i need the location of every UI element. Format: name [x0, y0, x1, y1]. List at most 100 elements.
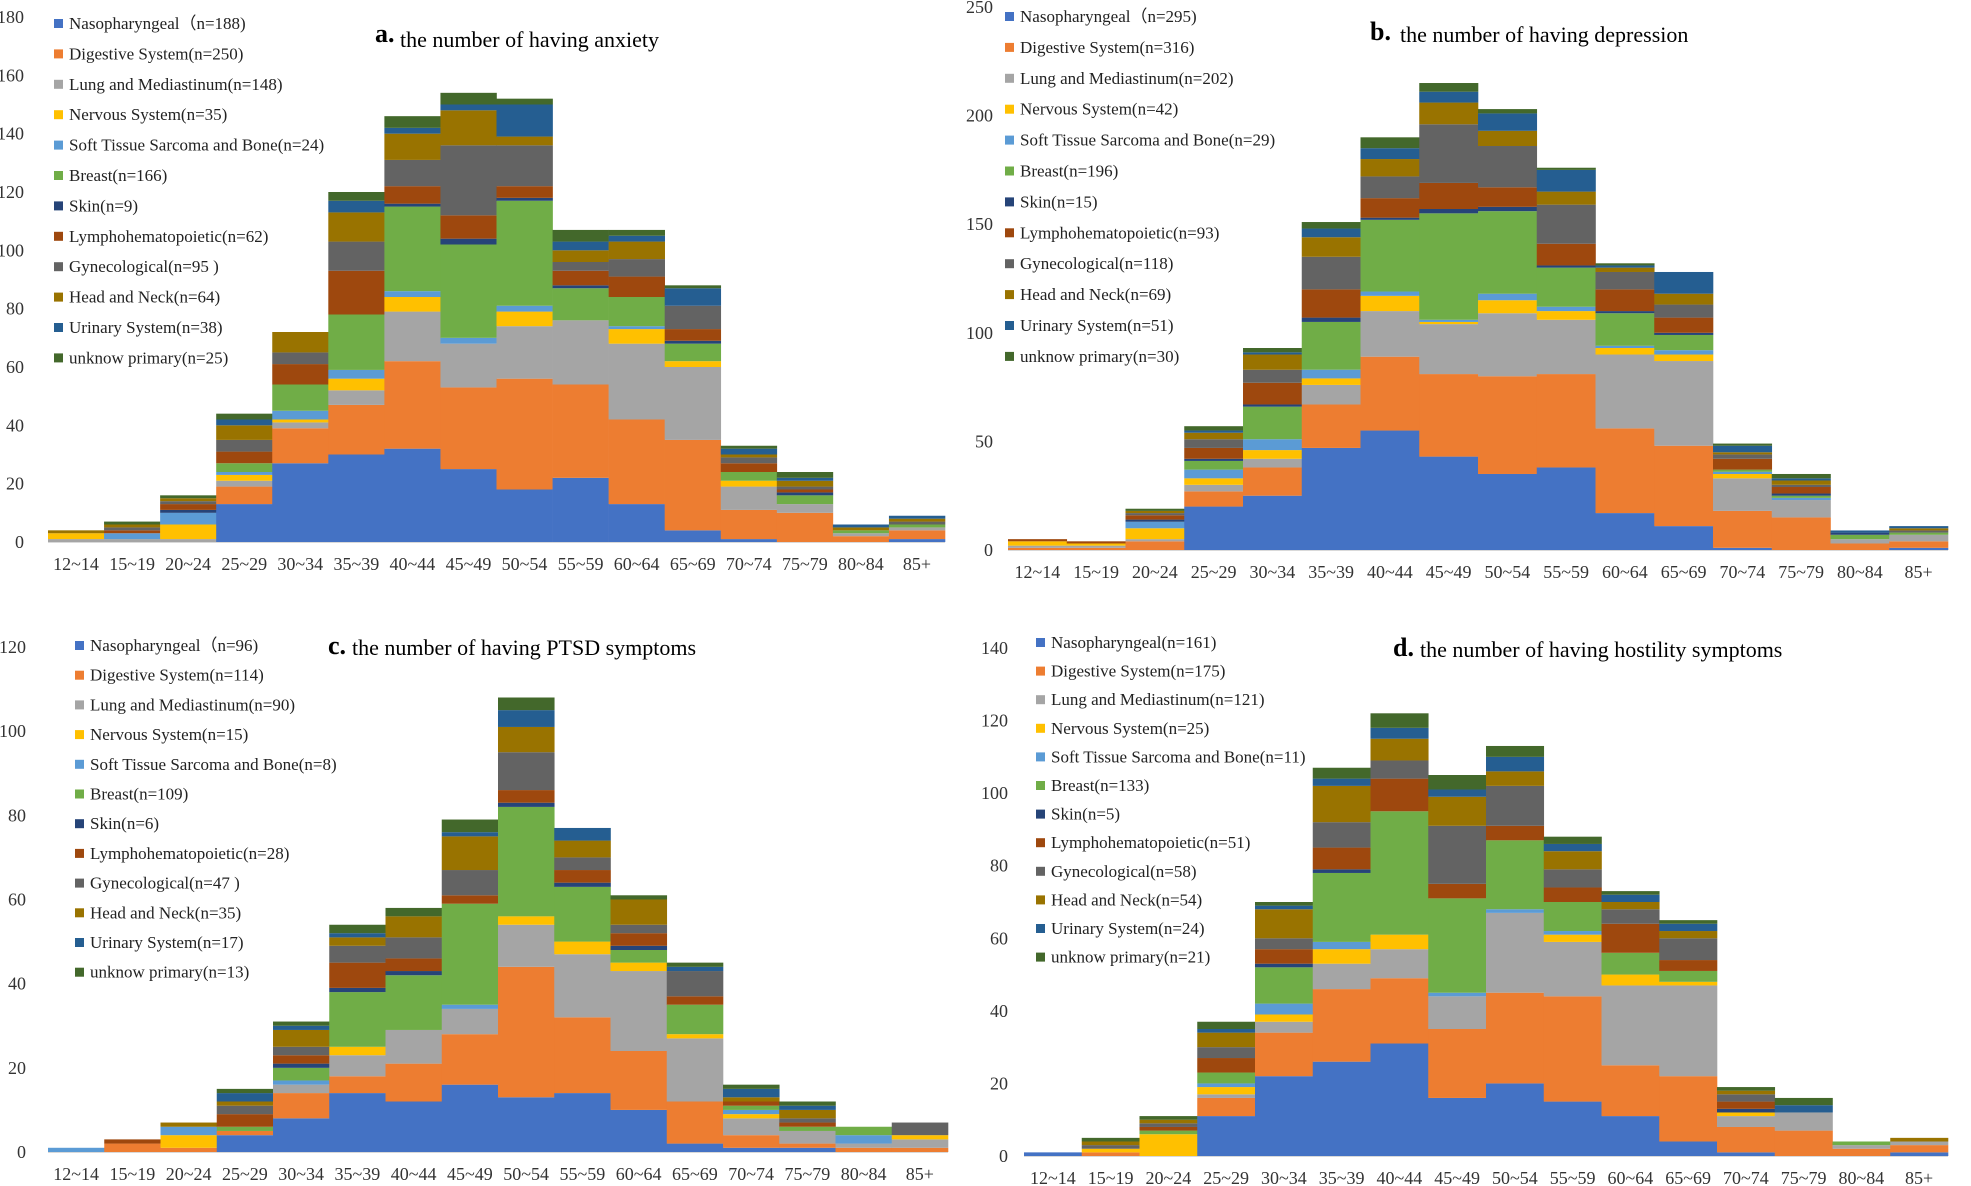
y-tick-label: 250	[966, 0, 993, 17]
x-tick-label: 80~84	[1837, 562, 1883, 582]
bar-segment	[273, 1055, 330, 1064]
panel-b-x-axis: 12~14 15~19 20~24 25~29 30~34 35~39 40~44 45~49…	[1008, 550, 1948, 582]
bar-segment	[1713, 510, 1773, 548]
legend-swatch	[75, 967, 84, 977]
bar-segment	[1478, 206, 1538, 212]
bar-segment	[329, 992, 386, 1047]
bar-segment	[608, 504, 665, 542]
legend-label: Urinary System(n=24)	[1051, 919, 1205, 938]
bar-segment	[1428, 996, 1487, 1029]
bar-segment	[664, 361, 722, 367]
bar-segment	[1184, 478, 1244, 485]
bar-segment	[1830, 543, 1890, 550]
bar-segment	[1255, 1032, 1314, 1077]
bar-segment	[1312, 872, 1371, 942]
y-tick-label: 140	[0, 124, 24, 144]
bar-segment	[1890, 1152, 1949, 1156]
bar-segment	[1536, 265, 1596, 268]
bar-segment	[216, 463, 273, 472]
bar-segment	[441, 1008, 499, 1035]
legend-label: unknow primary(n=13)	[90, 963, 249, 982]
x-tick-label: 70~74	[726, 554, 772, 574]
legend-swatch	[1036, 638, 1045, 647]
bar-segment	[384, 203, 441, 207]
bar-segment	[1081, 1148, 1140, 1153]
x-tick-label: 55~59	[1543, 562, 1589, 582]
y-tick-label: 100	[0, 721, 26, 741]
bar-segment	[1595, 313, 1655, 346]
legend-label: Lymphohematopoietic(n=62)	[69, 227, 268, 246]
legend-label: Nasopharyngeal（n=188)	[69, 14, 246, 33]
bar-segment	[384, 448, 441, 542]
bar-segment	[216, 451, 273, 464]
bar-segment	[1717, 1116, 1776, 1127]
y-tick-label: 60	[8, 890, 26, 910]
y-tick-label: 0	[15, 532, 24, 552]
bar-segment	[1889, 530, 1949, 533]
x-tick-label: 30~34	[1261, 1168, 1307, 1186]
bar-segment	[720, 448, 778, 455]
bar-segment	[1370, 934, 1429, 950]
bar-segment	[441, 836, 499, 871]
bar-segment	[1197, 1087, 1256, 1095]
bar-segment	[554, 882, 611, 887]
bar-segment	[664, 285, 722, 289]
bar-segment	[1255, 1076, 1314, 1156]
legend-swatch	[1005, 259, 1014, 269]
bar-segment	[1771, 487, 1831, 494]
bar-segment	[329, 933, 386, 938]
legend-swatch	[54, 171, 63, 180]
bar-segment	[552, 250, 609, 262]
bar-segment	[1301, 317, 1361, 322]
bar-segment	[1478, 293, 1538, 301]
bar-segment	[1771, 497, 1831, 501]
x-tick-label: 15~19	[1088, 1168, 1134, 1186]
bar-segment	[1024, 1152, 1083, 1156]
bar-segment	[1654, 354, 1714, 362]
y-tick-label: 100	[0, 240, 24, 260]
bar-segment	[1595, 354, 1655, 429]
bar-segment	[1717, 1108, 1776, 1113]
bar-segment	[498, 710, 555, 727]
bar-segment	[329, 937, 386, 946]
bar-segment	[1654, 293, 1714, 305]
x-tick-label: 60~64	[614, 554, 660, 574]
legend-swatch	[1005, 321, 1014, 330]
legend-label: Breast(n=133)	[1051, 776, 1149, 795]
bar-segment	[1654, 334, 1714, 351]
bar-segment	[554, 857, 611, 871]
bar-segment	[216, 425, 273, 440]
bar-segment	[498, 726, 555, 753]
bar-segment	[1595, 289, 1655, 312]
bar-segment	[554, 886, 611, 942]
bar-segment	[1197, 1072, 1256, 1084]
legend-label: Urinary System(n=51)	[1020, 316, 1174, 335]
legend-label: Gynecological(n=118)	[1020, 254, 1173, 273]
legend-swatch	[75, 848, 84, 858]
bar-segment	[1890, 1137, 1949, 1142]
bar-segment	[385, 907, 443, 917]
bar-segment	[1360, 311, 1420, 357]
bar-segment	[720, 445, 778, 449]
legend-swatch	[1036, 695, 1045, 705]
legend-label: Gynecological(n=47 )	[90, 874, 240, 893]
bar-segment	[273, 1025, 330, 1030]
y-tick-label: 120	[0, 637, 26, 657]
legend-label: Skin(n=5)	[1051, 805, 1120, 824]
bar-segment	[1197, 1029, 1256, 1033]
legend-label: Lymphohematopoietic(n=51)	[1051, 833, 1250, 852]
bar-segment	[328, 454, 385, 542]
bar-segment	[1255, 967, 1314, 1004]
y-tick-label: 40	[990, 1001, 1008, 1021]
bar-segment	[1717, 1090, 1776, 1095]
bar-segment	[1428, 775, 1487, 790]
bar-segment	[1713, 458, 1773, 470]
bar-segment	[1654, 350, 1714, 355]
bar-segment	[1830, 539, 1890, 544]
bar-segment	[1370, 713, 1429, 728]
bar-segment	[1713, 452, 1773, 455]
bar-segment	[1543, 902, 1602, 932]
panel-c-y-axis: 0 20 40 60 80 100 120	[0, 637, 26, 1162]
legend-label: Digestive System(n=316)	[1020, 38, 1194, 57]
bar-segment	[441, 819, 499, 833]
